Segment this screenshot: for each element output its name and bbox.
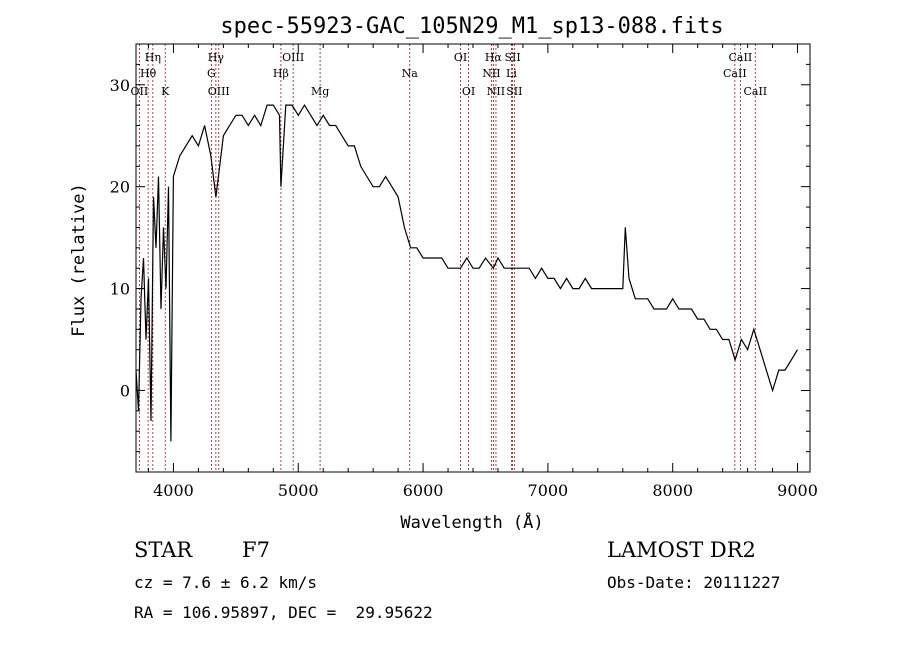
subclass: F7: [242, 538, 270, 562]
y-axis-label: Flux (relative): [69, 183, 89, 337]
line-label-9: Mg: [311, 85, 329, 98]
line-label-10: Na: [402, 67, 419, 80]
line-label-20: CaII: [723, 67, 747, 80]
y-tick-label-0: 0: [120, 381, 130, 400]
x-axis-ticks: 4000 5000 6000 7000 8000 9000: [147, 44, 818, 500]
chart-title: spec-55923-GAC_105N29_M1_sp13-088.fits: [220, 14, 723, 39]
object-class: STAR: [134, 538, 193, 562]
y-tick-label-10: 10: [110, 280, 130, 299]
y-tick-label-30: 30: [110, 76, 130, 95]
line-label-13: Hα: [485, 51, 503, 64]
line-label-3: K: [161, 85, 170, 98]
line-label-8: Hβ: [273, 67, 289, 80]
redshift-velocity: cz = 7.6 ± 6.2 km/s: [134, 573, 318, 592]
line-label-12: OI: [462, 85, 475, 98]
x-tick-label-9000: 9000: [777, 481, 818, 500]
line-label-2: OII: [131, 85, 149, 98]
line-label-21: CaII: [743, 85, 767, 98]
plot-frame: [135, 43, 811, 473]
y-tick-label-20: 20: [110, 178, 130, 197]
line-label-0: Hη: [145, 51, 161, 64]
line-label-6: OIII: [208, 85, 230, 98]
line-label-11: OI: [454, 51, 467, 64]
x-tick-label-6000: 6000: [403, 481, 444, 500]
line-label-4: Hγ: [208, 51, 225, 64]
x-tick-label-4000: 4000: [153, 481, 194, 500]
coordinates: RA = 106.95897, DEC = 29.95622: [134, 603, 433, 622]
emission-line-markers: [138, 44, 756, 472]
y-axis-ticks: 0 10 20 30: [110, 43, 810, 453]
line-label-5: G: [207, 67, 216, 80]
line-label-1: Hθ: [140, 67, 157, 80]
line-label-7: OIII: [282, 51, 304, 64]
line-label-17: Li: [506, 67, 517, 80]
spectrum-line: [135, 103, 799, 442]
line-label-18: SII: [506, 85, 522, 98]
line-label-19: CaII: [729, 51, 753, 64]
survey-label: LAMOST DR2: [607, 538, 756, 562]
x-tick-label-8000: 8000: [652, 481, 693, 500]
x-tick-label-7000: 7000: [528, 481, 569, 500]
line-label-15: NII: [487, 85, 505, 98]
observation-date: Obs-Date: 20111227: [607, 573, 781, 592]
line-label-14: NII: [482, 67, 500, 80]
line-label-16: SII: [504, 51, 520, 64]
x-tick-label-5000: 5000: [278, 481, 319, 500]
x-axis-label: Wavelength (Å): [400, 511, 543, 533]
